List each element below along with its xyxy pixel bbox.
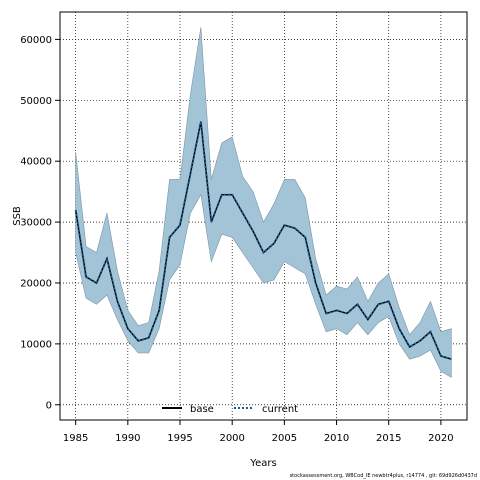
footer-attribution: stockassessment.org, WBCod_IE newbtr4plu…: [290, 473, 477, 479]
x-tick-label: 1990: [115, 433, 140, 444]
legend-base-label: base: [190, 404, 214, 415]
plot-frame: [59, 11, 468, 421]
x-tick-label: 2000: [219, 433, 244, 444]
series-line-current: [74, 121, 452, 361]
y-axis-title: SSB: [12, 206, 23, 226]
x-tick-label: 2010: [324, 433, 349, 444]
legend: base current: [162, 404, 298, 415]
y-tick-label: 20000: [20, 278, 52, 289]
y-tick-label: 10000: [20, 339, 52, 350]
y-axis: 0 10000 20000 30000 40000 50000 60000: [20, 35, 60, 411]
series-lines: [74, 121, 452, 361]
y-tick-label: 40000: [20, 157, 52, 168]
x-tick-label: 1995: [167, 433, 192, 444]
x-tick-label: 2005: [272, 433, 297, 444]
x-tick-label: 2015: [376, 433, 401, 444]
confidence-band: [75, 27, 452, 378]
grid-lines: [60, 12, 467, 420]
x-tick-label: 1985: [63, 433, 88, 444]
x-axis-title: Years: [249, 458, 276, 469]
y-tick-label: 30000: [20, 218, 52, 229]
x-tick-label: 2020: [428, 433, 453, 444]
y-tick-label: 50000: [20, 96, 52, 107]
y-tick-label: 0: [46, 400, 52, 411]
x-axis: 1985 1990 1995 2000 2005 2010 2015 2020: [63, 420, 454, 444]
legend-current-label: current: [262, 404, 298, 415]
y-tick-label: 60000: [20, 35, 52, 46]
